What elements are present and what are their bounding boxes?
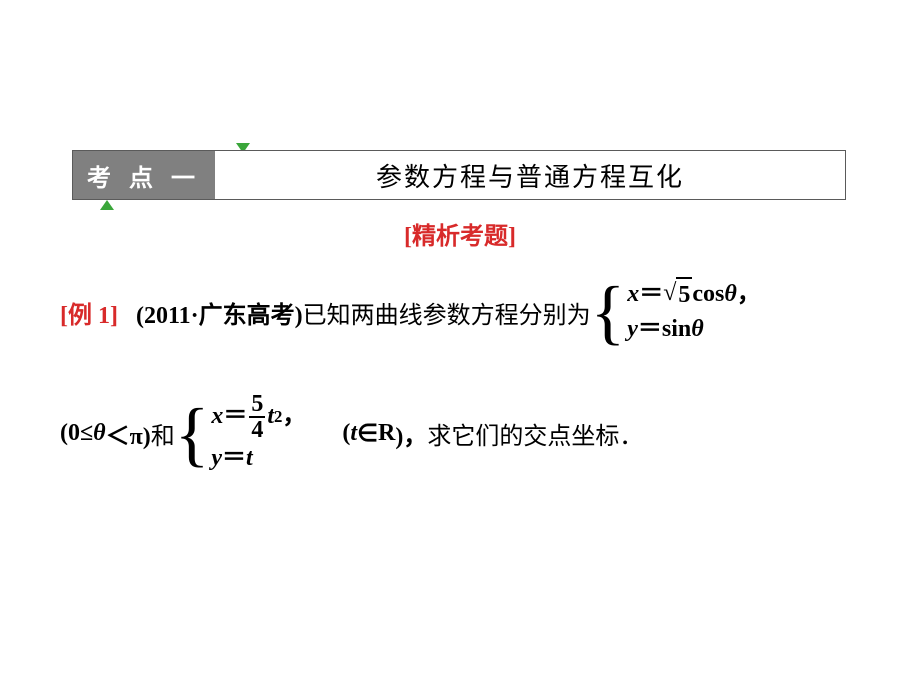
range-1: (0≤ θ ＜π) — [60, 416, 151, 451]
eq-sign: ＝ — [638, 313, 662, 347]
example-intro: 已知两曲线参数方程分别为 — [303, 295, 591, 330]
sqrt: √ 5 — [663, 277, 692, 313]
range-1-open: (0≤ — [60, 420, 93, 447]
range-2: ( t ∈ R )， — [342, 416, 427, 451]
frac-num: 5 — [249, 392, 265, 418]
var-x: x — [627, 278, 639, 312]
in-sign: ∈ — [357, 419, 378, 448]
system-2-row-2: y ＝ t — [211, 442, 306, 476]
var-x: x — [211, 400, 223, 434]
header-label: 考 点 一 — [73, 151, 215, 199]
decor-triangle-bottom — [100, 200, 114, 210]
subtitle: [精析考题] — [0, 216, 920, 251]
sin-text: sin — [662, 313, 691, 347]
example-line-1: [例 1] (2011·广东高考) 已知两曲线参数方程分别为 { x ＝ √ 5… — [60, 276, 880, 348]
system-1-row-1: x ＝ √ 5 cos θ ， — [627, 277, 761, 313]
theta: θ — [691, 313, 703, 347]
sqrt-icon: √ — [663, 277, 676, 311]
brace-icon: { — [175, 398, 212, 470]
eq-sign: ＝ — [222, 442, 246, 476]
comma: ， — [737, 278, 761, 312]
example-source: (2011·广东高考) — [136, 295, 303, 330]
comma: ， — [282, 400, 306, 434]
range-1-close: ＜π) — [106, 416, 151, 451]
brace-icon: { — [591, 276, 628, 348]
cos-text: cos — [692, 278, 724, 312]
system-2-row-1: x ＝ 5 4 t 2 ， — [211, 392, 306, 442]
system-2-rows: x ＝ 5 4 t 2 ， y ＝ t — [211, 392, 306, 476]
exponent: 2 — [274, 405, 282, 429]
system-1-row-2: y ＝ sin θ — [627, 313, 761, 347]
set-R: R — [378, 420, 395, 447]
eq-sign: ＝ — [639, 278, 663, 312]
frac-den: 4 — [249, 418, 265, 442]
range-2-open: ( — [342, 420, 350, 447]
sqrt-arg: 5 — [676, 277, 692, 313]
example-label: [例 1] — [60, 295, 118, 330]
fraction: 5 4 — [249, 392, 265, 442]
example-tail: 求它们的交点坐标． — [427, 416, 643, 451]
eq-sign: ＝ — [223, 400, 247, 434]
var-y: y — [627, 313, 638, 347]
var-y: y — [211, 442, 222, 476]
header-bar: 考 点 一 参数方程与普通方程互化 — [72, 150, 846, 200]
var-t: t — [267, 400, 274, 434]
and-text: 和 — [151, 416, 175, 451]
range-2-close: )， — [395, 416, 427, 451]
system-1-rows: x ＝ √ 5 cos θ ， y ＝ sin θ — [627, 277, 761, 346]
theta: θ — [724, 278, 736, 312]
example-line-2: (0≤ θ ＜π) 和 { x ＝ 5 4 t 2 ， y ＝ t — [60, 392, 880, 476]
theta: θ — [93, 420, 105, 447]
var-t: t — [246, 442, 253, 476]
system-1: { x ＝ √ 5 cos θ ， y ＝ sin θ — [591, 276, 761, 348]
system-2: { x ＝ 5 4 t 2 ， y ＝ t — [175, 392, 307, 476]
var-t: t — [350, 420, 357, 447]
header-title: 参数方程与普通方程互化 — [215, 151, 845, 199]
